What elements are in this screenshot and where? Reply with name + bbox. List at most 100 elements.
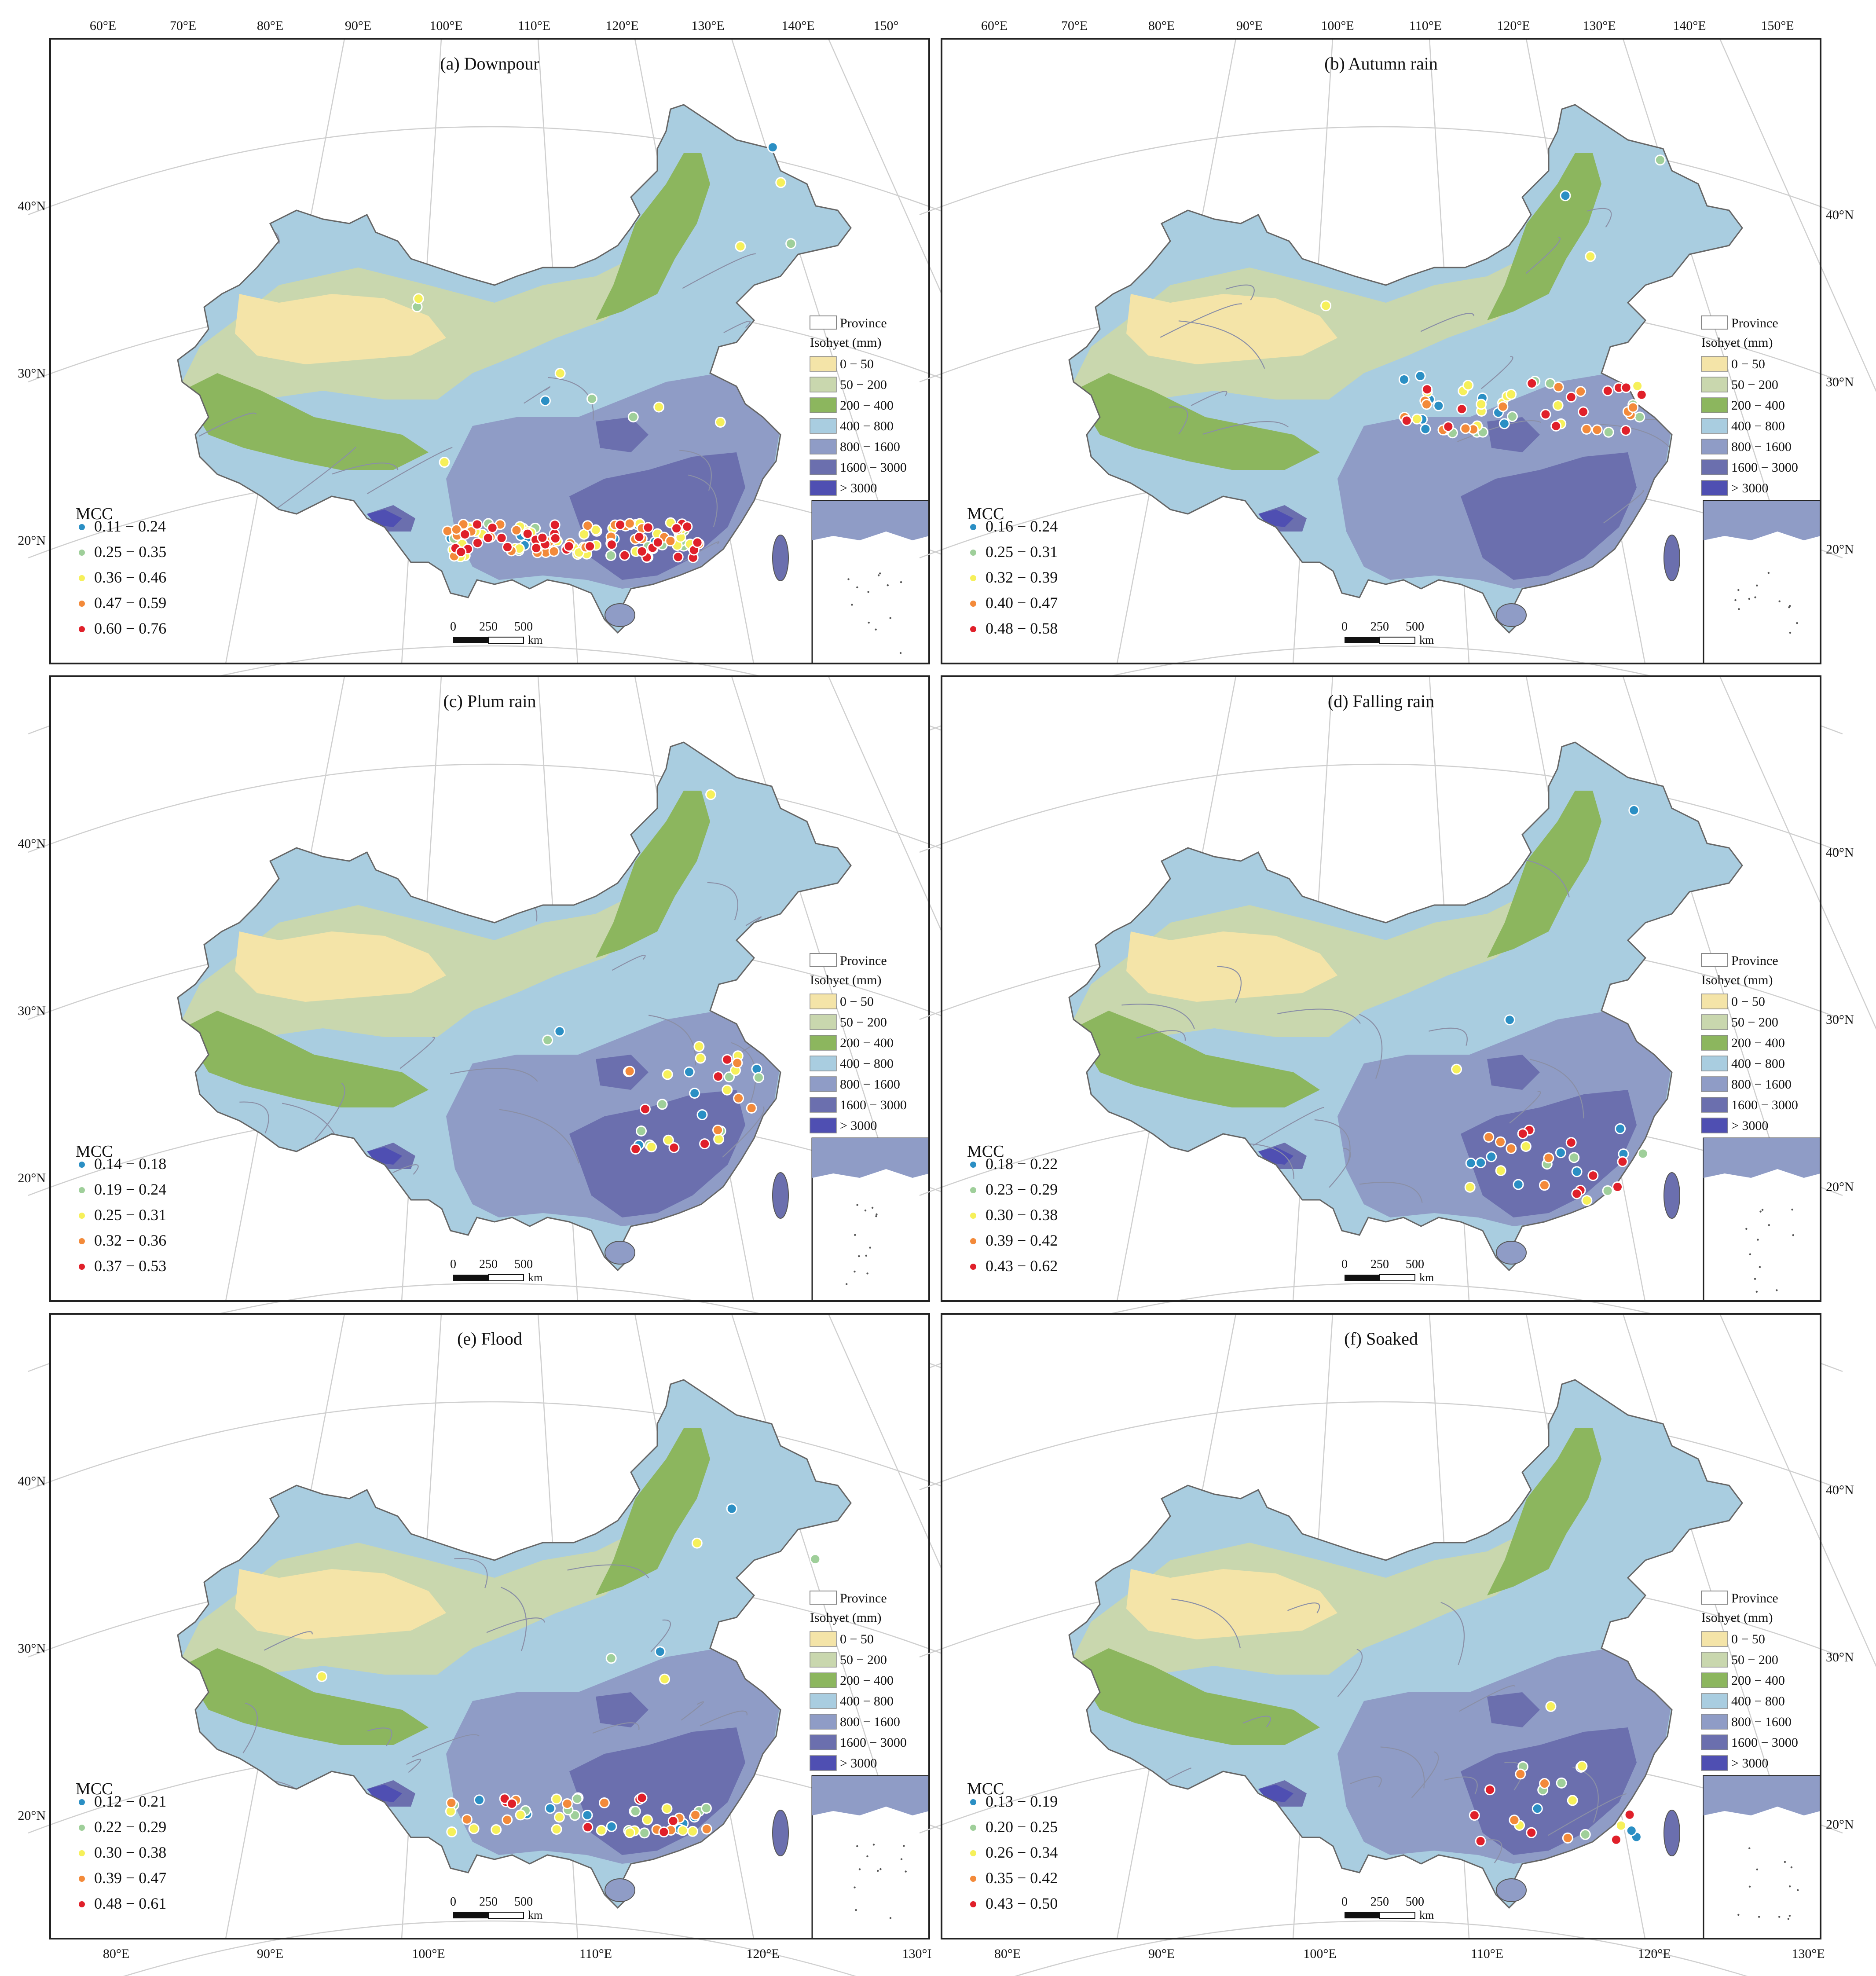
station-dot [1571,1166,1583,1177]
legend-swatch [810,1714,837,1730]
legend-label-mcc: 0.25 − 0.35 [94,543,166,561]
mcc-legend-dot [78,600,86,608]
station-dot [1469,1810,1480,1821]
station-dot [624,1827,635,1838]
legend-label-isohyet: 1600 − 3000 [1731,1098,1798,1112]
legend-label-mcc: 0.18 − 0.22 [986,1155,1058,1173]
longitude-label: 120°E [605,18,638,33]
station-dot [1411,413,1423,425]
latitude-label: 40°N [1826,1483,1854,1497]
station-dot [1462,380,1474,391]
latitude-label: 40°N [18,199,46,213]
scale-label: 0 [1341,1257,1348,1271]
station-dot [446,1826,458,1837]
station-dot [1465,1158,1477,1169]
station-dot [701,1823,712,1835]
station-dot [705,789,717,800]
station-dot [691,1537,703,1549]
station-dot [1421,399,1433,410]
station-dot [1565,391,1577,403]
panel-title: (d) Falling rain [1328,691,1434,711]
station-dot [690,1809,701,1821]
scale-unit: km [528,634,542,646]
scale-label: 500 [1406,1895,1424,1909]
legend-label-isohyet: 1600 − 3000 [840,1098,907,1112]
station-dot [714,417,726,428]
legend-label-province: Province [840,1591,887,1606]
panel-title: (f) Soaked [1344,1329,1418,1349]
panel-title: (e) Flood [457,1329,522,1349]
scale-label: 250 [479,620,498,634]
legend-label-isohyet: 400 − 800 [1731,1694,1785,1708]
legend-swatch [1701,1714,1728,1730]
station-dot [554,367,566,379]
legend-label-isohyet: 800 − 1600 [840,1077,900,1092]
longitude-label: 110°E [1409,18,1442,33]
station-points [316,1503,821,1839]
legend-label-mcc: 0.35 − 0.42 [986,1869,1058,1887]
map-panel-b: (b) Autumn rain Province Isohyet (mm) 0 − 5… [919,18,1876,735]
station-dot [446,1797,457,1809]
legend-label-isohyet: 50 − 200 [840,378,887,392]
station-dot [459,528,471,540]
station-dot [636,1792,648,1804]
legend-label-mcc: 0.14 − 0.18 [94,1155,166,1173]
latitude-label: 40°N [1826,845,1854,860]
legend-label-isohyet: > 3000 [840,1118,877,1133]
legend-label-isohyet: 800 − 1600 [1731,1077,1792,1092]
legend-label-isohyet: 200 − 400 [840,398,894,413]
longitude-label: 150° [874,18,899,33]
station-dot [442,525,453,537]
legend-swatch [1701,1652,1728,1668]
station-dot [639,1827,650,1839]
legend-label-isohyet: 0 − 50 [840,357,874,371]
station-dot [619,550,630,561]
station-dot [1539,1180,1550,1191]
station-dot [487,522,498,534]
panel-title: (b) Autumn rain [1324,54,1438,73]
station-dot [1579,1829,1591,1840]
legend-label-mcc: 0.11 − 0.24 [94,517,166,535]
legend-title-isohyet: Isohyet (mm) [1701,1610,1773,1625]
station-dot [636,546,648,557]
legend-swatch [1701,418,1728,434]
axis-labels: 80°E 90°E 100°E 110°E 120°E 130°I 40°N 30°N 20°N [18,1474,931,1961]
scale-label: 0 [450,1895,456,1909]
station-dot [1556,1777,1567,1789]
station-dot [1504,1014,1515,1026]
station-dot [506,1798,518,1809]
station-dot [1576,1760,1588,1772]
legend-label-mcc: 0.32 − 0.39 [986,568,1058,586]
station-dot [554,1026,565,1037]
legend-swatch [810,397,837,413]
longitude-label: 130°I [902,1947,932,1961]
station-dot [654,1646,666,1657]
station-dot [1320,300,1332,312]
legend-label-mcc: 0.12 − 0.21 [94,1793,166,1810]
legend-label-mcc: 0.39 − 0.47 [94,1869,166,1887]
latitude-label: 30°N [1826,1650,1854,1664]
legend-label-mcc: 0.30 − 0.38 [94,1844,166,1861]
mcc-legend-dot [969,1161,977,1169]
station-dot [630,1144,641,1155]
mcc-legend-dot [78,1875,86,1883]
legend-swatch-province [810,953,837,967]
station-dot [1628,805,1640,816]
station-dot [642,522,654,533]
legend-label-mcc: 0.25 − 0.31 [986,543,1058,561]
legend-label-province: Province [840,953,887,968]
station-dot [1422,384,1433,395]
station-dot [582,1822,594,1833]
station-dot [606,539,617,550]
legend-swatch-province [810,315,837,330]
legend-title-mcc: MCC [967,505,1004,523]
station-dot [652,537,663,548]
station-dot [1552,400,1564,411]
station-dot [1464,1181,1476,1193]
mcc-legend-dot [969,1237,977,1245]
china-map [1068,741,1743,1271]
inset-south-china-sea [1703,500,1821,664]
